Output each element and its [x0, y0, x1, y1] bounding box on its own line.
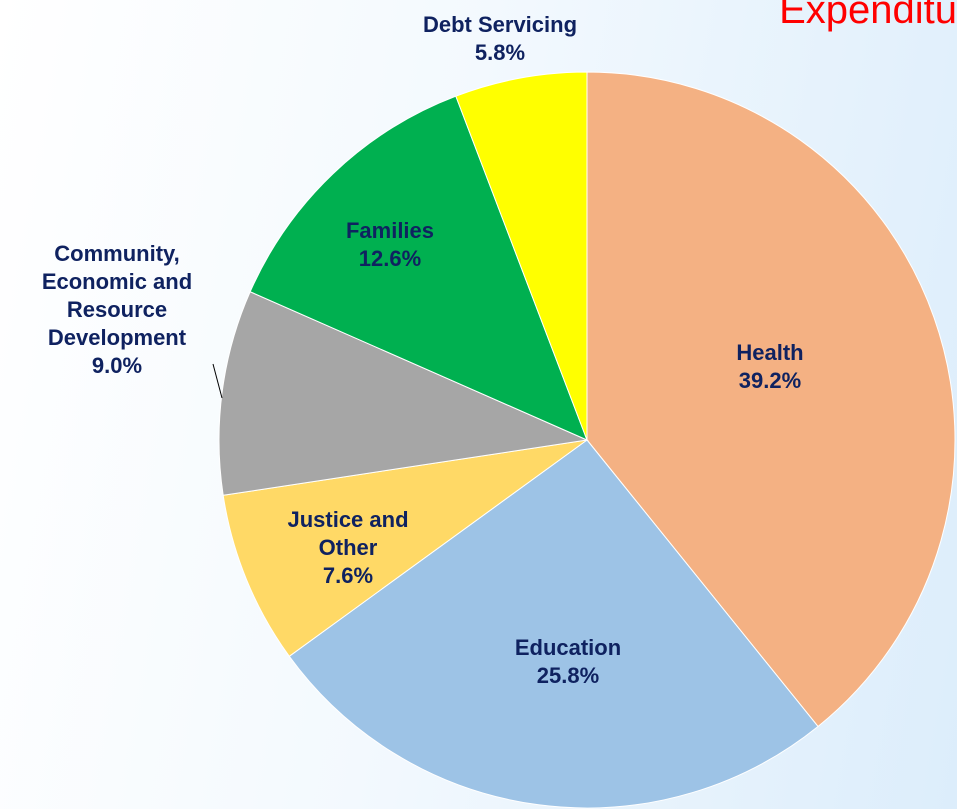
pie-slice — [288, 439, 819, 809]
category-label: Health — [736, 340, 804, 365]
leader-line — [212, 363, 223, 399]
slice-label: Families 12.6% — [310, 217, 470, 273]
value-label: 9.0% — [91, 353, 143, 378]
slice-label: Health 39.2% — [710, 339, 830, 395]
chart-title: Expenditu — [779, 0, 957, 32]
category-label: Justice and Other — [287, 507, 409, 560]
category-label: Community, Economic and Resource Develop… — [41, 241, 193, 350]
category-label: Debt Servicing — [422, 12, 578, 37]
slice-label: Community, Economic and Resource Develop… — [10, 240, 225, 380]
value-label: 25.8% — [536, 663, 600, 688]
value-label: 12.6% — [358, 246, 422, 271]
value-label: 39.2% — [738, 368, 802, 393]
value-label: 7.6% — [322, 563, 374, 588]
category-label: Families — [345, 218, 435, 243]
slice-label: Debt Servicing 5.8% — [390, 11, 610, 67]
pie-slice — [455, 71, 588, 441]
pie-slice — [218, 291, 589, 496]
slice-label: Education 25.8% — [488, 634, 648, 690]
pie-slice — [222, 439, 588, 658]
category-label: Education — [514, 635, 622, 660]
pie-slice — [249, 95, 588, 441]
pie-slice — [586, 71, 956, 728]
value-label: 5.8% — [474, 40, 526, 65]
slice-label: Justice and Other 7.6% — [263, 506, 433, 590]
